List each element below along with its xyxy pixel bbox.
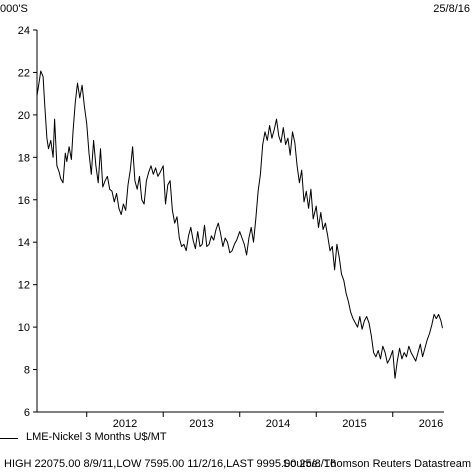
y-tick-label: 14	[18, 237, 30, 249]
y-tick-label: 22	[18, 67, 30, 79]
legend-series-label: LME-Nickel 3 Months U$/MT	[26, 431, 167, 443]
x-tick-label: 2013	[189, 418, 213, 430]
unit-label: 000'S	[0, 3, 28, 15]
x-tick-label: 2015	[342, 418, 366, 430]
x-tick-label: 2016	[419, 418, 443, 430]
x-tick-label: 2012	[113, 418, 137, 430]
y-tick-label: 24	[18, 25, 30, 37]
series-line	[36, 70, 443, 379]
footer-source: Source: Thomson Reuters Datastream	[282, 458, 471, 470]
y-tick-label: 16	[18, 195, 30, 207]
series-group	[36, 70, 443, 379]
footer-summary: HIGH 22075.00 8/9/11,LOW 7595.00 11/2/16…	[4, 458, 337, 470]
y-tick-label: 10	[18, 322, 30, 334]
y-tick-label: 20	[18, 110, 30, 122]
x-axis-ticks: 2012 2013 2014 2015 2016	[86, 412, 443, 430]
x-tick-label: 2014	[266, 418, 290, 430]
y-tick-label: 6	[24, 407, 30, 419]
legend-line-swatch	[0, 438, 18, 439]
date-label: 25/8/16	[433, 3, 470, 15]
y-tick-label: 12	[18, 280, 30, 292]
y-tick-label: 8	[24, 365, 30, 377]
chart-axes	[36, 30, 444, 413]
y-tick-label: 18	[18, 152, 30, 164]
y-axis-ticks: 6 8 10 12 14 16 18 20 22 24	[18, 25, 37, 419]
